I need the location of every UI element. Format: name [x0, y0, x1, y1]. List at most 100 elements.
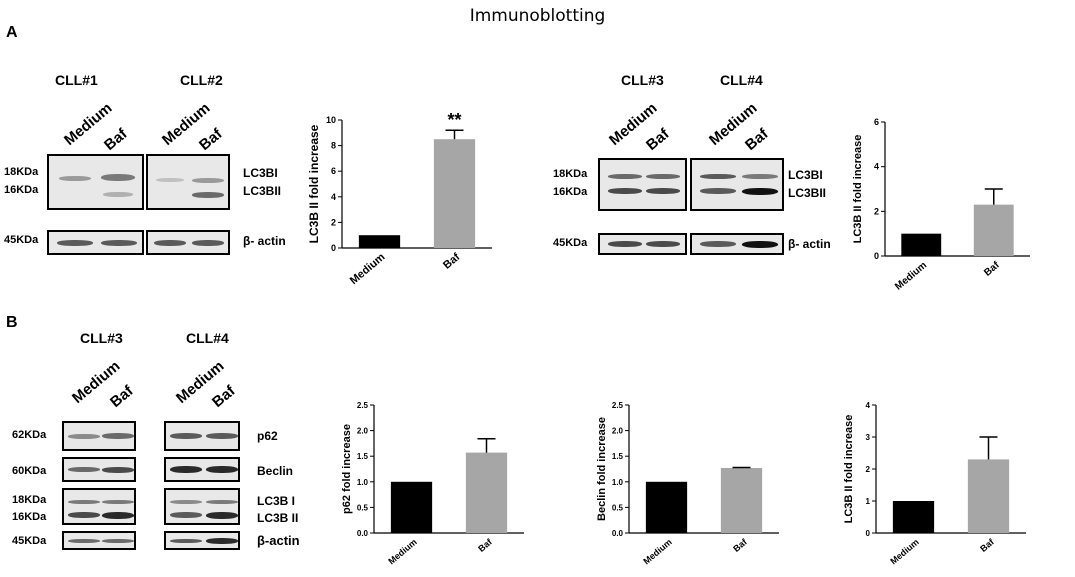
kda-label: 45KDa: [12, 535, 47, 547]
x-tick-label: Baf: [731, 536, 749, 554]
lane-label: Baf: [196, 125, 226, 154]
y-tick-label: 2.5: [357, 401, 369, 410]
y-tick-label: 6: [331, 166, 336, 176]
blot-lc3b-cll3-b: [62, 488, 136, 525]
y-tick-label: 4: [866, 401, 871, 410]
bar-medium: [358, 235, 401, 248]
protein-label: LC3BII: [788, 186, 827, 200]
y-tick-label: 1.0: [357, 478, 369, 487]
y-tick-label: 1: [866, 497, 871, 506]
x-tick-label: Medium: [641, 537, 673, 567]
y-axis-label: LC3B II fold increase: [307, 124, 321, 243]
bar-medium: [901, 233, 942, 256]
y-tick-label: 3: [866, 433, 871, 442]
y-tick-label: 1.0: [612, 478, 624, 487]
y-tick-label: 8: [331, 141, 336, 151]
y-tick-label: 2: [331, 217, 336, 227]
sample-label: CLL#4: [720, 72, 763, 88]
bar-baf: [433, 139, 476, 248]
chart-lc3b-cll3-4: 0 2 4 6 LC3B II fold increase Medium Baf: [852, 117, 1030, 293]
bar-baf: [720, 467, 763, 533]
blot-lc3b-cll1: [47, 154, 144, 210]
bar-baf: [465, 452, 508, 533]
x-tick-label: Baf: [476, 536, 494, 554]
x-tick-label: Baf: [441, 251, 463, 272]
blot-beclin-cll3: [62, 457, 136, 482]
y-tick-label: 2.0: [357, 427, 369, 436]
x-tick-label: Baf: [982, 259, 1002, 278]
chart-beclin: 0.0 0.5 1.0 1.5 2.0 2.5 Beclin fold increase Me…: [596, 401, 779, 567]
blot-actin-cll3-b: [62, 531, 136, 550]
protein-label: β-actin: [257, 533, 300, 548]
x-tick-label: Medium: [888, 537, 920, 567]
kda-label: 45KDa: [553, 237, 588, 249]
y-axis-label: LC3B II fold increase: [852, 135, 864, 244]
y-axis-label: Beclin fold increase: [596, 417, 608, 521]
y-tick-label: 2: [874, 206, 879, 216]
bar-baf: [967, 459, 1010, 533]
y-tick-label: 0: [331, 243, 336, 253]
y-tick-label: 2.0: [612, 427, 624, 436]
sample-label: CLL#2: [180, 72, 223, 88]
kda-label: 16KDa: [12, 511, 47, 523]
y-axis-label: p62 fold increase: [341, 424, 353, 514]
blot-actin-cll4-b: [164, 531, 240, 550]
y-tick-label: 1.5: [612, 452, 624, 461]
sample-label: CLL#1: [55, 72, 98, 88]
kda-label: 60KDa: [12, 465, 47, 477]
y-tick-label: 2: [866, 465, 871, 474]
kda-label: 62KDa: [12, 429, 47, 441]
kda-label: 18KDa: [553, 168, 588, 180]
kda-label: 18KDa: [12, 494, 47, 506]
x-tick-label: Medium: [893, 260, 929, 293]
blot-actin-cll1: [47, 230, 144, 255]
sample-label: CLL#4: [186, 330, 229, 346]
chart-p62: 0.0 0.5 1.0 1.5 2.0 2.5 p62 fold increase Mediu…: [341, 401, 524, 567]
protein-label: Beclin: [257, 464, 294, 478]
bar-medium: [892, 501, 935, 533]
protein-label: LC3BII: [243, 184, 282, 198]
blot-actin-cll3: [598, 233, 687, 255]
x-tick-label: Medium: [386, 537, 418, 567]
protein-label: β- actin: [243, 234, 286, 248]
sample-label: CLL#3: [621, 72, 664, 88]
kda-label: 16KDa: [553, 186, 588, 198]
protein-label: LC3B II: [257, 511, 299, 525]
blot-p62-cll4: [164, 421, 240, 451]
blot-actin-cll4: [690, 233, 784, 255]
y-tick-label: 4: [331, 192, 336, 202]
y-tick-label: 1.5: [357, 452, 369, 461]
blot-lc3b-cll3: [598, 158, 687, 211]
lane-label: Baf: [209, 382, 239, 411]
chart-lc3b-cll1-2: 0 2 4 6 8 10 LC3B II fold increase Medium Baf **: [307, 110, 492, 287]
lane-label: Baf: [643, 125, 673, 154]
y-tick-label: 0.0: [612, 529, 624, 538]
y-axis-label: LC3B II fold increase: [843, 415, 855, 524]
y-tick-label: 4: [874, 162, 879, 172]
lane-label: Baf: [107, 382, 137, 411]
chart-lc3b-b: 0 1 2 3 4 LC3B II fold increase Medium Baf: [843, 401, 1026, 567]
y-tick-label: 0.5: [612, 503, 624, 512]
protein-label: LC3B I: [257, 494, 296, 508]
kda-label: 45KDa: [4, 234, 39, 246]
y-tick-label: 6: [874, 117, 879, 127]
blot-p62-cll3: [62, 421, 136, 451]
blot-lc3b-cll4-b: [164, 488, 240, 525]
x-tick-label: Baf: [978, 536, 996, 554]
protein-label: LC3BI: [788, 168, 823, 182]
protein-label: p62: [257, 429, 278, 443]
bar-baf: [973, 204, 1014, 256]
y-tick-label: 0: [866, 529, 871, 538]
bar-medium: [645, 481, 688, 533]
y-tick-label: 0: [874, 251, 879, 261]
kda-label: 18KDa: [4, 166, 39, 178]
blot-actin-cll2: [146, 230, 230, 255]
kda-label: 16KDa: [4, 184, 39, 196]
protein-label: LC3BI: [243, 166, 278, 180]
panel-b-letter: B: [6, 314, 18, 331]
blot-lc3b-cll4: [690, 158, 784, 211]
sample-label: CLL#3: [80, 330, 123, 346]
lane-label: Baf: [101, 125, 131, 154]
significance-label: **: [447, 110, 461, 130]
panel-a-letter: A: [6, 24, 18, 41]
